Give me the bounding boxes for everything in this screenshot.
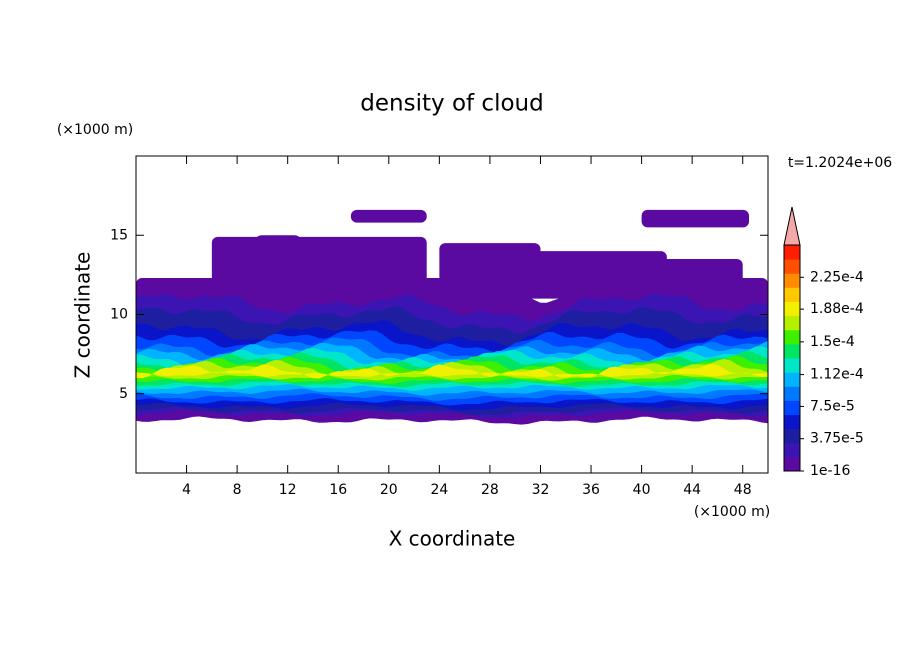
colorbar-tick-label: 1e-16 — [810, 463, 850, 479]
x-tick-label: 16 — [329, 482, 347, 498]
colorbar-swatch — [784, 400, 800, 415]
contour-blob — [211, 236, 427, 283]
x-tick-label: 20 — [380, 482, 398, 498]
colorbar-swatch — [784, 245, 800, 260]
contour-field — [136, 209, 768, 425]
contour-blob — [489, 251, 667, 283]
colorbar-extend — [783, 206, 801, 246]
y-unit: (×1000 m) — [57, 122, 133, 138]
colorbar-swatch — [784, 315, 800, 331]
colorbar-tick-label: 1.88e-4 — [810, 301, 864, 317]
colorbar-swatch — [784, 343, 800, 359]
x-tick-label: 8 — [233, 482, 242, 498]
colorbar-frame — [783, 244, 801, 472]
contour-blob — [256, 235, 301, 244]
colorbar-swatch — [784, 287, 800, 302]
colorbar-swatch — [784, 456, 800, 472]
colorbar-swatch — [784, 372, 800, 387]
contour-blob — [641, 209, 750, 228]
colorbar-swatch — [784, 358, 800, 373]
colorbar-swatch — [784, 259, 800, 274]
colorbar-tick-label: 7.5e-5 — [810, 398, 855, 414]
x-tick-label: 24 — [430, 482, 448, 498]
x-tick-label: 36 — [582, 482, 600, 498]
contour-band — [136, 364, 768, 379]
colorbar-swatch — [784, 301, 800, 317]
x-tick-label: 40 — [633, 482, 651, 498]
chart-title: density of cloud — [360, 91, 543, 117]
x-tick-label: 4 — [182, 482, 191, 498]
x-tick-label: 12 — [279, 482, 297, 498]
colorbar-swatch — [784, 414, 800, 430]
x-tick-label: 28 — [481, 482, 499, 498]
colorbar-tick-label: 1.12e-4 — [810, 367, 864, 383]
x-unit: (×1000 m) — [694, 504, 770, 520]
colorbar-swatch — [784, 442, 800, 458]
contour-blob — [350, 209, 427, 223]
time-label: t=1.2024e+06 — [788, 155, 892, 171]
colorbar-swatch — [784, 329, 800, 345]
x-tick-label: 44 — [683, 482, 701, 498]
colorbar-tick-label: 2.25e-4 — [810, 269, 864, 285]
colorbar-swatch — [784, 428, 800, 444]
y-tick-label: 10 — [110, 307, 128, 323]
colorbar-swatch — [784, 273, 800, 288]
x-axis-label: X coordinate — [389, 527, 516, 551]
colorbar-tick-label: 1.5e-4 — [810, 334, 855, 350]
x-tick-label: 48 — [734, 482, 752, 498]
colorbar-tick-label: 3.75e-5 — [810, 431, 864, 447]
y-tick-label: 15 — [110, 227, 128, 243]
y-tick-label: 5 — [119, 386, 128, 402]
x-tick-label: 32 — [532, 482, 550, 498]
y-axis-label: Z coordinate — [71, 252, 95, 379]
colorbar-swatch — [784, 386, 800, 401]
